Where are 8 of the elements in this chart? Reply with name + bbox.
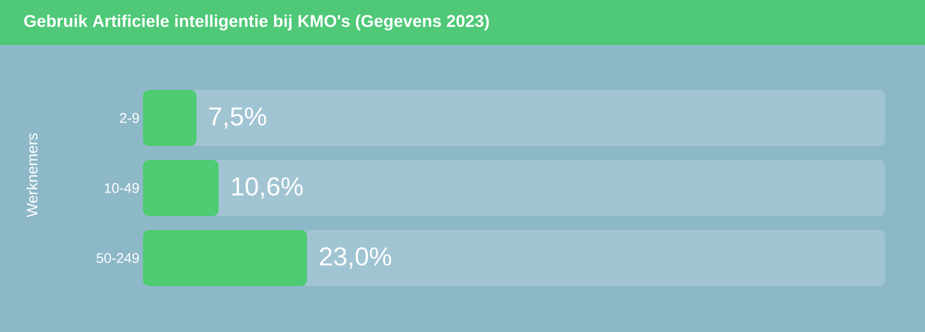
y-tick-label: 10-49 xyxy=(104,183,139,193)
y-axis-title: Werknemers xyxy=(26,133,38,218)
data-label: 10,6% xyxy=(232,177,303,199)
data-label: 7,5% xyxy=(209,107,266,129)
data-label: 23,0% xyxy=(320,247,392,269)
y-tick-label: 50-249 xyxy=(96,253,139,263)
chart-title: Gebruik Artificiele intelligentie bij KMO's (Gegevens 2023) xyxy=(24,14,489,30)
y-tick-label: 2-9 xyxy=(120,113,139,123)
